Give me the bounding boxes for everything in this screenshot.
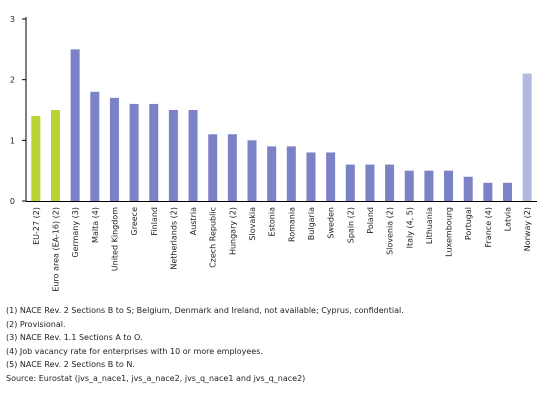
x-tick-label: Portugal — [464, 207, 473, 240]
bar — [365, 164, 375, 201]
x-tick-label: France (4) — [484, 207, 493, 247]
bar — [109, 97, 119, 201]
footnote-2: (2) Provisional. — [6, 319, 66, 329]
bar — [424, 170, 434, 201]
y-tick-label: 3 — [10, 15, 15, 24]
x-tick-label: Greece — [130, 207, 139, 236]
footnote-1: (1) NACE Rev. 2 Sections B to S; Belgium… — [6, 306, 404, 315]
y-tick-label: 0 — [10, 197, 15, 206]
x-tick-label: Malta (4) — [91, 207, 100, 243]
x-tick-label: EU-27 (2) — [32, 207, 41, 245]
x-tick-label: Norway (2) — [523, 207, 532, 251]
x-tick-label: Italy (4, 5) — [405, 207, 414, 248]
x-tick-label: Germany (3) — [71, 207, 80, 258]
x-tick-label: Slovenia (2) — [386, 207, 395, 255]
bar — [306, 152, 316, 201]
footnote-3: (3) NACE Rev. 1.1 Sections A to O. — [6, 333, 143, 343]
source-note: Source: Eurostat (jvs_a_nace1, jvs_a_nac… — [6, 373, 306, 383]
bar — [345, 164, 355, 201]
x-tick-label: Czech Republic — [209, 207, 218, 268]
bar — [483, 182, 493, 201]
bar — [267, 146, 277, 201]
bar — [208, 134, 218, 201]
x-tick-label: Hungary (2) — [228, 207, 237, 255]
footnote-5: (5) NACE Rev. 2 Sections B to N. — [6, 360, 135, 370]
bar — [286, 146, 296, 201]
bar — [168, 110, 178, 201]
bar — [404, 170, 414, 201]
x-tick-label: Finland — [150, 207, 159, 236]
bar — [463, 176, 473, 201]
bar — [247, 140, 257, 201]
bar — [503, 182, 513, 201]
x-tick-label: Austria — [189, 207, 198, 235]
bars — [31, 49, 532, 202]
bar — [385, 164, 395, 201]
x-tick-label: Latvia — [504, 207, 513, 231]
x-tick-label: United Kingdom — [110, 207, 119, 271]
x-tick-label: Lithuania — [425, 207, 434, 244]
bar — [326, 152, 336, 201]
bar — [90, 91, 100, 201]
bar-chart: 0 1 2 3 EU-27 (2) Euro area (EA-16) (2) Germa… — [10, 15, 537, 292]
bar — [227, 134, 237, 201]
bar — [50, 110, 60, 201]
x-tick-label: Spain (2) — [346, 207, 355, 243]
x-tick-label: Estonia — [268, 207, 277, 237]
bar — [70, 49, 80, 202]
bar — [31, 116, 41, 201]
bar — [188, 110, 198, 201]
y-tick-label: 2 — [10, 76, 15, 85]
x-axis-labels: EU-27 (2) Euro area (EA-16) (2) Germany (3… — [32, 207, 532, 292]
y-tick-label: 1 — [10, 136, 15, 145]
bar — [129, 103, 139, 201]
bar — [522, 73, 532, 201]
y-axis: 0 1 2 3 — [10, 15, 537, 206]
bar — [444, 170, 454, 201]
x-tick-label: Luxembourg — [445, 207, 454, 257]
x-tick-label: Euro area (EA-16) (2) — [51, 207, 60, 292]
x-tick-label: Poland — [366, 207, 375, 234]
x-tick-label: Netherlands (2) — [169, 207, 178, 270]
footnotes: (1) NACE Rev. 2 Sections B to S; Belgium… — [6, 304, 541, 386]
bar — [149, 103, 159, 201]
x-tick-label: Slovakia — [248, 207, 257, 241]
x-tick-label: Bulgaria — [307, 207, 316, 240]
x-tick-label: Sweden — [327, 207, 336, 239]
footnote-4: (4) Job vacancy rate for enterprises wit… — [6, 346, 263, 356]
x-tick-label: Romania — [287, 207, 296, 242]
